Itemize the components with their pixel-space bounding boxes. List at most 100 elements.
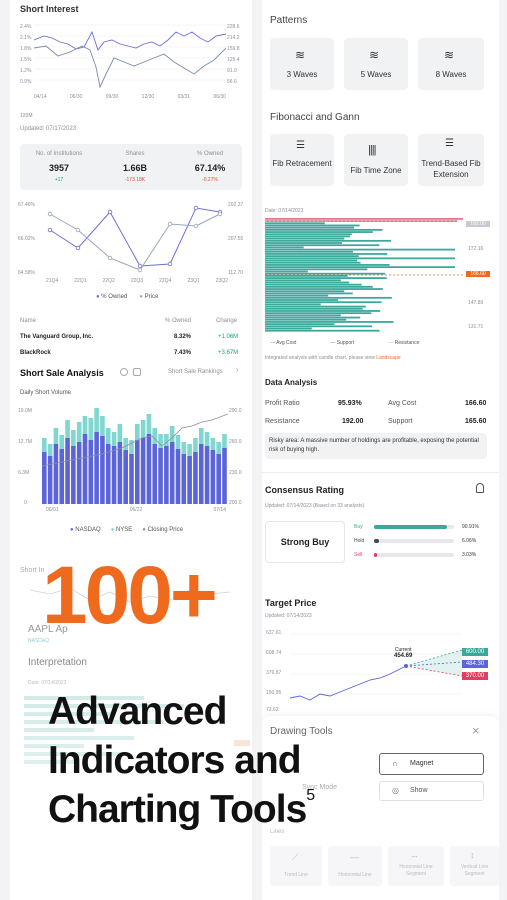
nasdaq-bar <box>164 446 169 504</box>
distribution-bar <box>265 325 373 328</box>
nyse-bar <box>216 442 221 454</box>
holder-owned: 8.32% <box>174 334 192 340</box>
inst-owned: 67.14% <box>194 163 226 173</box>
sv-y-bottom: 0 <box>24 500 27 506</box>
nasdaq-bar <box>146 434 152 504</box>
vertical-segment-icon: ↕ <box>470 850 475 860</box>
distribution-bar <box>265 314 341 317</box>
resistance-tag: 192.00 <box>466 221 490 227</box>
distribution-bar <box>265 226 355 229</box>
avg-cost-value: 166.60 <box>465 400 487 407</box>
support-value: 165.60 <box>465 418 487 425</box>
nasdaq-bar <box>135 440 140 504</box>
distribution-bar <box>265 283 362 286</box>
rating-bar-fill <box>374 539 379 543</box>
owned-legend: ● % Owned ● Price <box>96 294 159 300</box>
share-icon[interactable] <box>133 368 141 376</box>
distribution-bar <box>265 327 312 330</box>
nasdaq-bar <box>71 446 76 504</box>
chevron-right-icon[interactable]: › <box>236 367 239 374</box>
nasdaq-bar <box>193 452 198 504</box>
distribution-bar <box>265 294 329 297</box>
distribution-bar <box>265 248 455 251</box>
bell-icon[interactable] <box>476 483 484 493</box>
short-sale-title: Short Sale Analysis <box>20 368 104 378</box>
nyse-bar <box>71 430 76 446</box>
institutions-card: No. of Institutions Shares % Owned 3957 … <box>20 144 242 190</box>
nasdaq-bar <box>111 446 117 504</box>
nyse-bar <box>82 416 88 434</box>
distribution-bar <box>265 266 455 269</box>
headline-line-3: Charting Tools5 <box>48 787 315 831</box>
rating-pct: 90.91% <box>462 524 479 530</box>
magnet-icon: ∩ <box>392 759 398 768</box>
horizontal-segment-button[interactable]: ↔ Horizontal Line Segment <box>388 846 444 886</box>
nyse-bar <box>204 432 210 446</box>
owned-y-bottom: 64.58% <box>18 270 35 276</box>
pattern-3-waves-button[interactable]: ≋ 3 Waves <box>270 38 334 90</box>
nasdaq-bar <box>169 442 175 504</box>
trend-line-button[interactable]: ⟋ Trend Line <box>270 846 322 886</box>
fib-time-zone-button[interactable]: |||| Fib Time Zone <box>344 134 408 186</box>
data-analysis-title: Data Analysis <box>265 378 318 387</box>
nyse-bar <box>169 426 175 442</box>
nyse-bar <box>65 420 70 438</box>
fib-retracement-button[interactable]: ☰ Fib Retracement <box>270 134 334 186</box>
sv-y-3: 6.3M <box>18 470 30 476</box>
consensus-updated: Updated: 07/14/2023 (Based on 33 analyst… <box>265 503 365 509</box>
pattern-8-waves-button[interactable]: ≋ 8 Waves <box>418 38 484 90</box>
inst-shares-change: -173.18K <box>124 177 146 183</box>
tile-label: Fib Retracement <box>272 159 332 168</box>
target-price-title: Target Price <box>265 598 317 608</box>
holder-change: +1.06M <box>218 334 239 340</box>
distribution-bar <box>265 257 455 260</box>
trend-fib-extension-button[interactable]: ☰ Trend-Based Fib Extension <box>418 134 484 186</box>
sv-y-2: 12.7M <box>18 439 32 445</box>
nasdaq-bar <box>42 452 47 504</box>
sync-mode-label[interactable]: Sync Mode <box>302 784 338 791</box>
landscape-link[interactable]: Landscape <box>376 355 401 361</box>
nasdaq-bar <box>94 432 99 504</box>
lines-title: Lines <box>270 829 285 835</box>
magnet-button[interactable]: ∩ Magnet <box>379 753 484 775</box>
distribution-bar <box>265 218 463 220</box>
distribution-bar <box>265 228 383 231</box>
holder-owned: 7.43% <box>174 350 192 356</box>
nasdaq-bar <box>105 444 111 504</box>
high-target-tag: 600.00 <box>462 648 488 656</box>
horizontal-line-icon: — <box>350 852 359 862</box>
nyse-bar <box>59 435 65 449</box>
nyse-bar <box>100 416 105 436</box>
distribution-date: Date: 07/14/2023 <box>265 208 304 214</box>
short-volume-chart <box>42 408 228 504</box>
nyse-bar <box>105 428 111 444</box>
left-screen: Short Interest 2.4% 2.1% 1.8% 1.5% 1.2% 0.9% … <box>10 0 252 900</box>
info-icon[interactable] <box>120 368 128 376</box>
fib-time-zone-icon: |||| <box>368 144 377 156</box>
pattern-5-waves-button[interactable]: ≋ 5 Waves <box>344 38 408 90</box>
short-interest-title: Short Interest <box>20 4 79 14</box>
fib-retracement-icon: ☰ <box>296 140 305 151</box>
nyse-bar <box>164 434 169 446</box>
vertical-segment-button[interactable]: ↕ Vertical Line Segment <box>450 846 499 886</box>
distribution-bar <box>265 270 308 273</box>
short-sale-rankings-link[interactable]: Short Sale Rankings <box>168 369 223 375</box>
holder-name[interactable]: The Vanguard Group, Inc. <box>20 334 94 340</box>
nasdaq-bar <box>152 444 158 504</box>
daily-short-volume-label: Daily Short Volume <box>20 390 72 396</box>
landscape-note: Integrated analysis with candle chart, p… <box>265 355 401 361</box>
nasdaq-bar <box>222 448 227 504</box>
horizontal-line-button[interactable]: — Horizontal Line <box>328 846 382 886</box>
tp-y-2: 379.87 <box>266 670 282 676</box>
low-target-tag: 370.00 <box>462 672 488 680</box>
show-button[interactable]: ◎ Show <box>379 781 484 801</box>
close-icon[interactable]: × <box>472 723 480 738</box>
distribution-bar <box>265 329 380 332</box>
distribution-bar <box>265 242 342 244</box>
si-y-left: 2.4% 2.1% 1.8% 1.5% 1.2% 0.9% <box>20 24 32 85</box>
holder-name[interactable]: BlackRock <box>20 350 51 356</box>
holders-header-name: Name <box>20 318 37 324</box>
inst-owned-change: -0.27% <box>202 177 218 183</box>
nasdaq-bar <box>100 436 105 504</box>
tile-label: Fib Time Zone <box>350 166 402 175</box>
